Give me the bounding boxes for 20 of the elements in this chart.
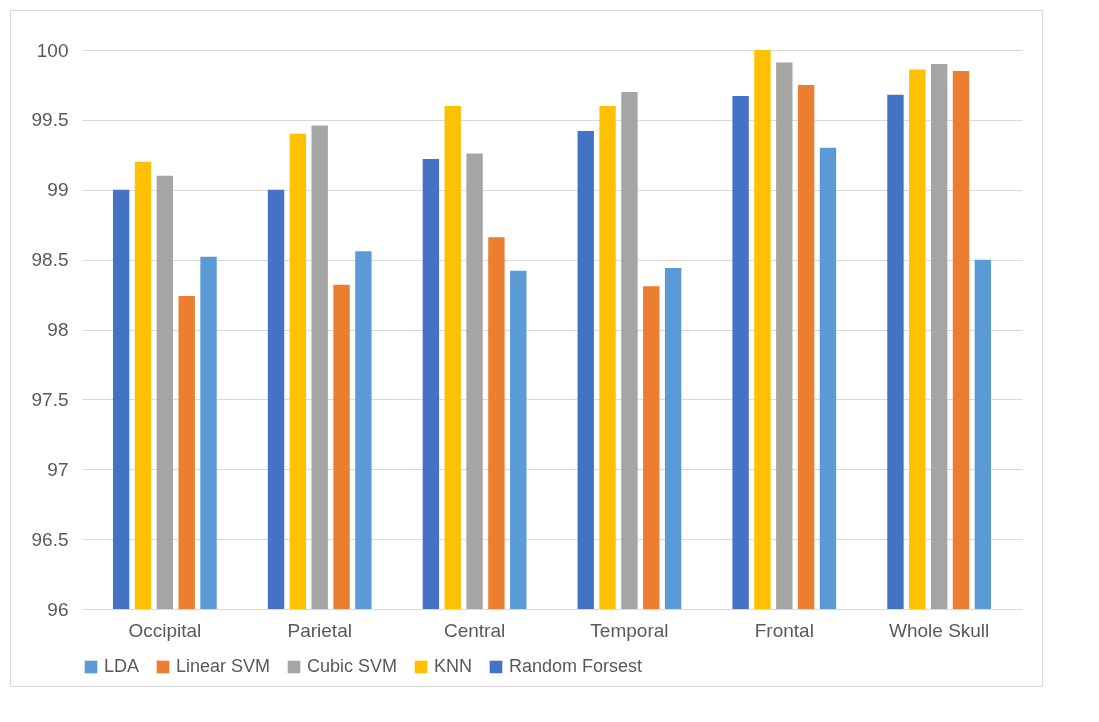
x-tick-label: Parietal bbox=[287, 619, 352, 641]
x-tick-label: Central bbox=[443, 619, 506, 641]
x-tick-label: Temporal bbox=[590, 619, 669, 641]
legend-label: Cubic SVM bbox=[307, 656, 398, 676]
y-tick-label: 97.5 bbox=[31, 388, 69, 410]
legend-label: KNN bbox=[434, 656, 473, 676]
y-tick-label: 96.5 bbox=[31, 528, 69, 550]
legend-label: Linear SVM bbox=[176, 656, 271, 676]
x-tick-label: Occipital bbox=[128, 619, 202, 641]
y-tick-label: 97 bbox=[47, 458, 69, 480]
x-tick-label: Whole Skull bbox=[888, 619, 990, 641]
y-tick-label: 99.5 bbox=[31, 109, 69, 131]
x-tick-label: Frontal bbox=[754, 619, 814, 641]
y-tick-label: 99 bbox=[47, 179, 69, 201]
y-tick-label: 96 bbox=[47, 598, 69, 620]
legend-label: Random Forsest bbox=[509, 656, 643, 676]
y-tick-label: 98.5 bbox=[31, 249, 69, 271]
y-tick-label: 98 bbox=[47, 319, 69, 340]
y-tick-label: 100 bbox=[36, 39, 69, 61]
legend-label: LDA bbox=[104, 656, 140, 676]
